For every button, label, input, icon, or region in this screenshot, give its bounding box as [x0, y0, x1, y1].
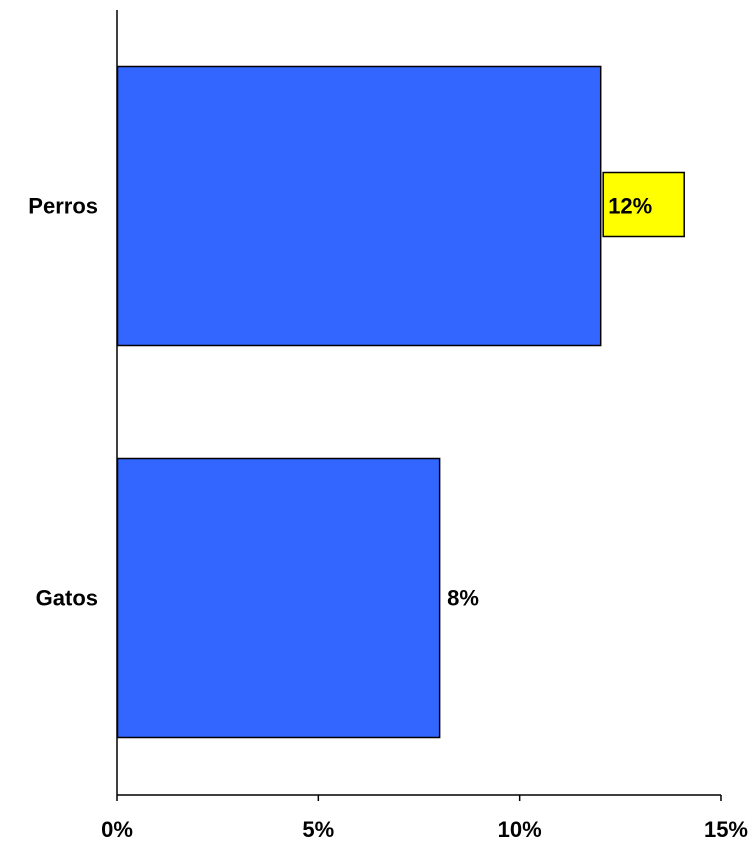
- category-label-gatos: Gatos: [36, 586, 98, 611]
- value-labels-layer: 12% 8%: [447, 171, 685, 611]
- x-tick-label: 5%: [302, 817, 334, 842]
- value-label-gatos: 8%: [447, 586, 479, 611]
- axes: [116, 10, 722, 801]
- x-tick-label: 0%: [101, 817, 133, 842]
- x-tick-label: 10%: [498, 817, 542, 842]
- bar-perros: [116, 65, 602, 347]
- category-label-perros: Perros: [28, 194, 98, 219]
- x-tick-label: 15%: [704, 817, 748, 842]
- x-tick-labels: 0% 5% 10% 15%: [101, 817, 748, 842]
- value-label-perros: 12%: [608, 194, 652, 219]
- category-labels: Perros Gatos: [28, 194, 98, 611]
- bars-layer: [116, 65, 602, 739]
- bar-gatos: [116, 457, 441, 739]
- value-label-box-perros: [602, 171, 685, 238]
